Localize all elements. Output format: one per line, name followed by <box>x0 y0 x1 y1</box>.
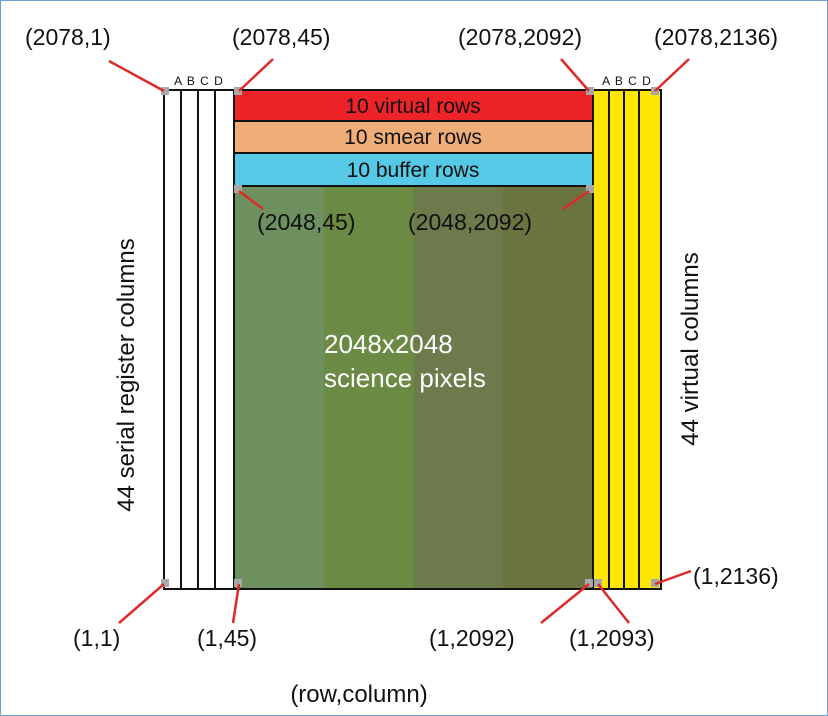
science-stripe-3 <box>414 186 503 589</box>
marker-bottom-right-register-start <box>594 579 602 587</box>
serial-register-col-c <box>197 89 216 590</box>
serial-register-col-d <box>214 89 235 590</box>
marker-buffer-right <box>586 185 594 193</box>
science-pixels-line2: science pixels <box>324 363 486 393</box>
science-pixels-line1: 2048x2048 <box>324 329 453 359</box>
coord-bottom-right-register-start: (1,2093) <box>569 625 655 651</box>
virtual-col-b <box>608 89 625 590</box>
coord-top-left-register: (2078,1) <box>25 24 111 50</box>
serial-register-col-a <box>163 89 182 590</box>
virtual-columns-side-label: 44 virtual columns <box>677 252 704 445</box>
coord-top-right-register: (2078,2136) <box>654 24 778 50</box>
pointer-top-left-science <box>238 58 274 92</box>
coord-buffer-left: (2048,45) <box>257 209 355 235</box>
coord-bottom-left-science: (1,45) <box>197 625 257 651</box>
marker-bottom-left-register <box>161 579 169 587</box>
science-stripe-2 <box>324 186 414 589</box>
serial-register-side-label: 44 serial register columns <box>113 238 140 511</box>
pointer-buffer-right <box>562 189 590 211</box>
pointer-top-right-register <box>654 58 690 92</box>
marker-bottom-left-science <box>234 579 242 587</box>
science-stripe-4 <box>503 186 593 589</box>
coord-bottom-right-register-end: (1,2136) <box>693 563 779 589</box>
buffer-rows-label: 10 buffer rows <box>347 159 480 182</box>
buffer-rows-band <box>233 152 594 187</box>
pointer-bottom-right-register-end <box>654 569 692 586</box>
pointer-bottom-right-register-start <box>597 583 630 624</box>
marker-top-left-register <box>161 87 169 95</box>
pointer-top-right-science <box>560 58 590 92</box>
coordinate-legend: (row,column) <box>290 681 427 708</box>
coord-top-right-science: (2078,2092) <box>458 24 582 50</box>
pointer-bottom-right-science <box>540 583 590 624</box>
serial-register-columns: A B C D <box>163 74 235 590</box>
marker-buffer-left <box>234 185 242 193</box>
virtual-col-d <box>638 89 662 590</box>
smear-rows-label: 10 smear rows <box>344 126 482 149</box>
row-bands: 10 virtual rows 10 smear rows 10 buffer … <box>233 89 594 187</box>
coordinate-labels: (2078,1) (2078,45) (2078,2092) (2078,213… <box>25 24 779 651</box>
marker-bottom-right-science <box>585 579 593 587</box>
pointer-bottom-left-science <box>231 583 241 624</box>
coord-bottom-right-science: (1,2092) <box>429 625 515 651</box>
pointer-buffer-left <box>238 190 264 210</box>
virtual-col-a <box>592 89 610 590</box>
coord-bottom-left-register: (1,1) <box>73 625 120 651</box>
pointer-bottom-left-register <box>118 583 165 624</box>
marker-top-right-science <box>586 87 594 95</box>
science-stripe-1 <box>234 186 324 589</box>
serial-register-letters: A B C D <box>174 74 224 88</box>
virtual-columns: A B C D <box>592 74 662 590</box>
marker-top-left-science <box>234 87 242 95</box>
virtual-rows-label: 10 virtual rows <box>345 95 480 118</box>
pointer-top-left-register <box>108 59 165 93</box>
coord-top-left-science: (2078,45) <box>232 24 330 50</box>
pointer-lines <box>108 58 692 624</box>
coord-buffer-right: (2048,2092) <box>408 209 532 235</box>
serial-register-col-b <box>180 89 199 590</box>
virtual-columns-letters: A B C D <box>602 74 652 88</box>
virtual-col-c <box>623 89 640 590</box>
